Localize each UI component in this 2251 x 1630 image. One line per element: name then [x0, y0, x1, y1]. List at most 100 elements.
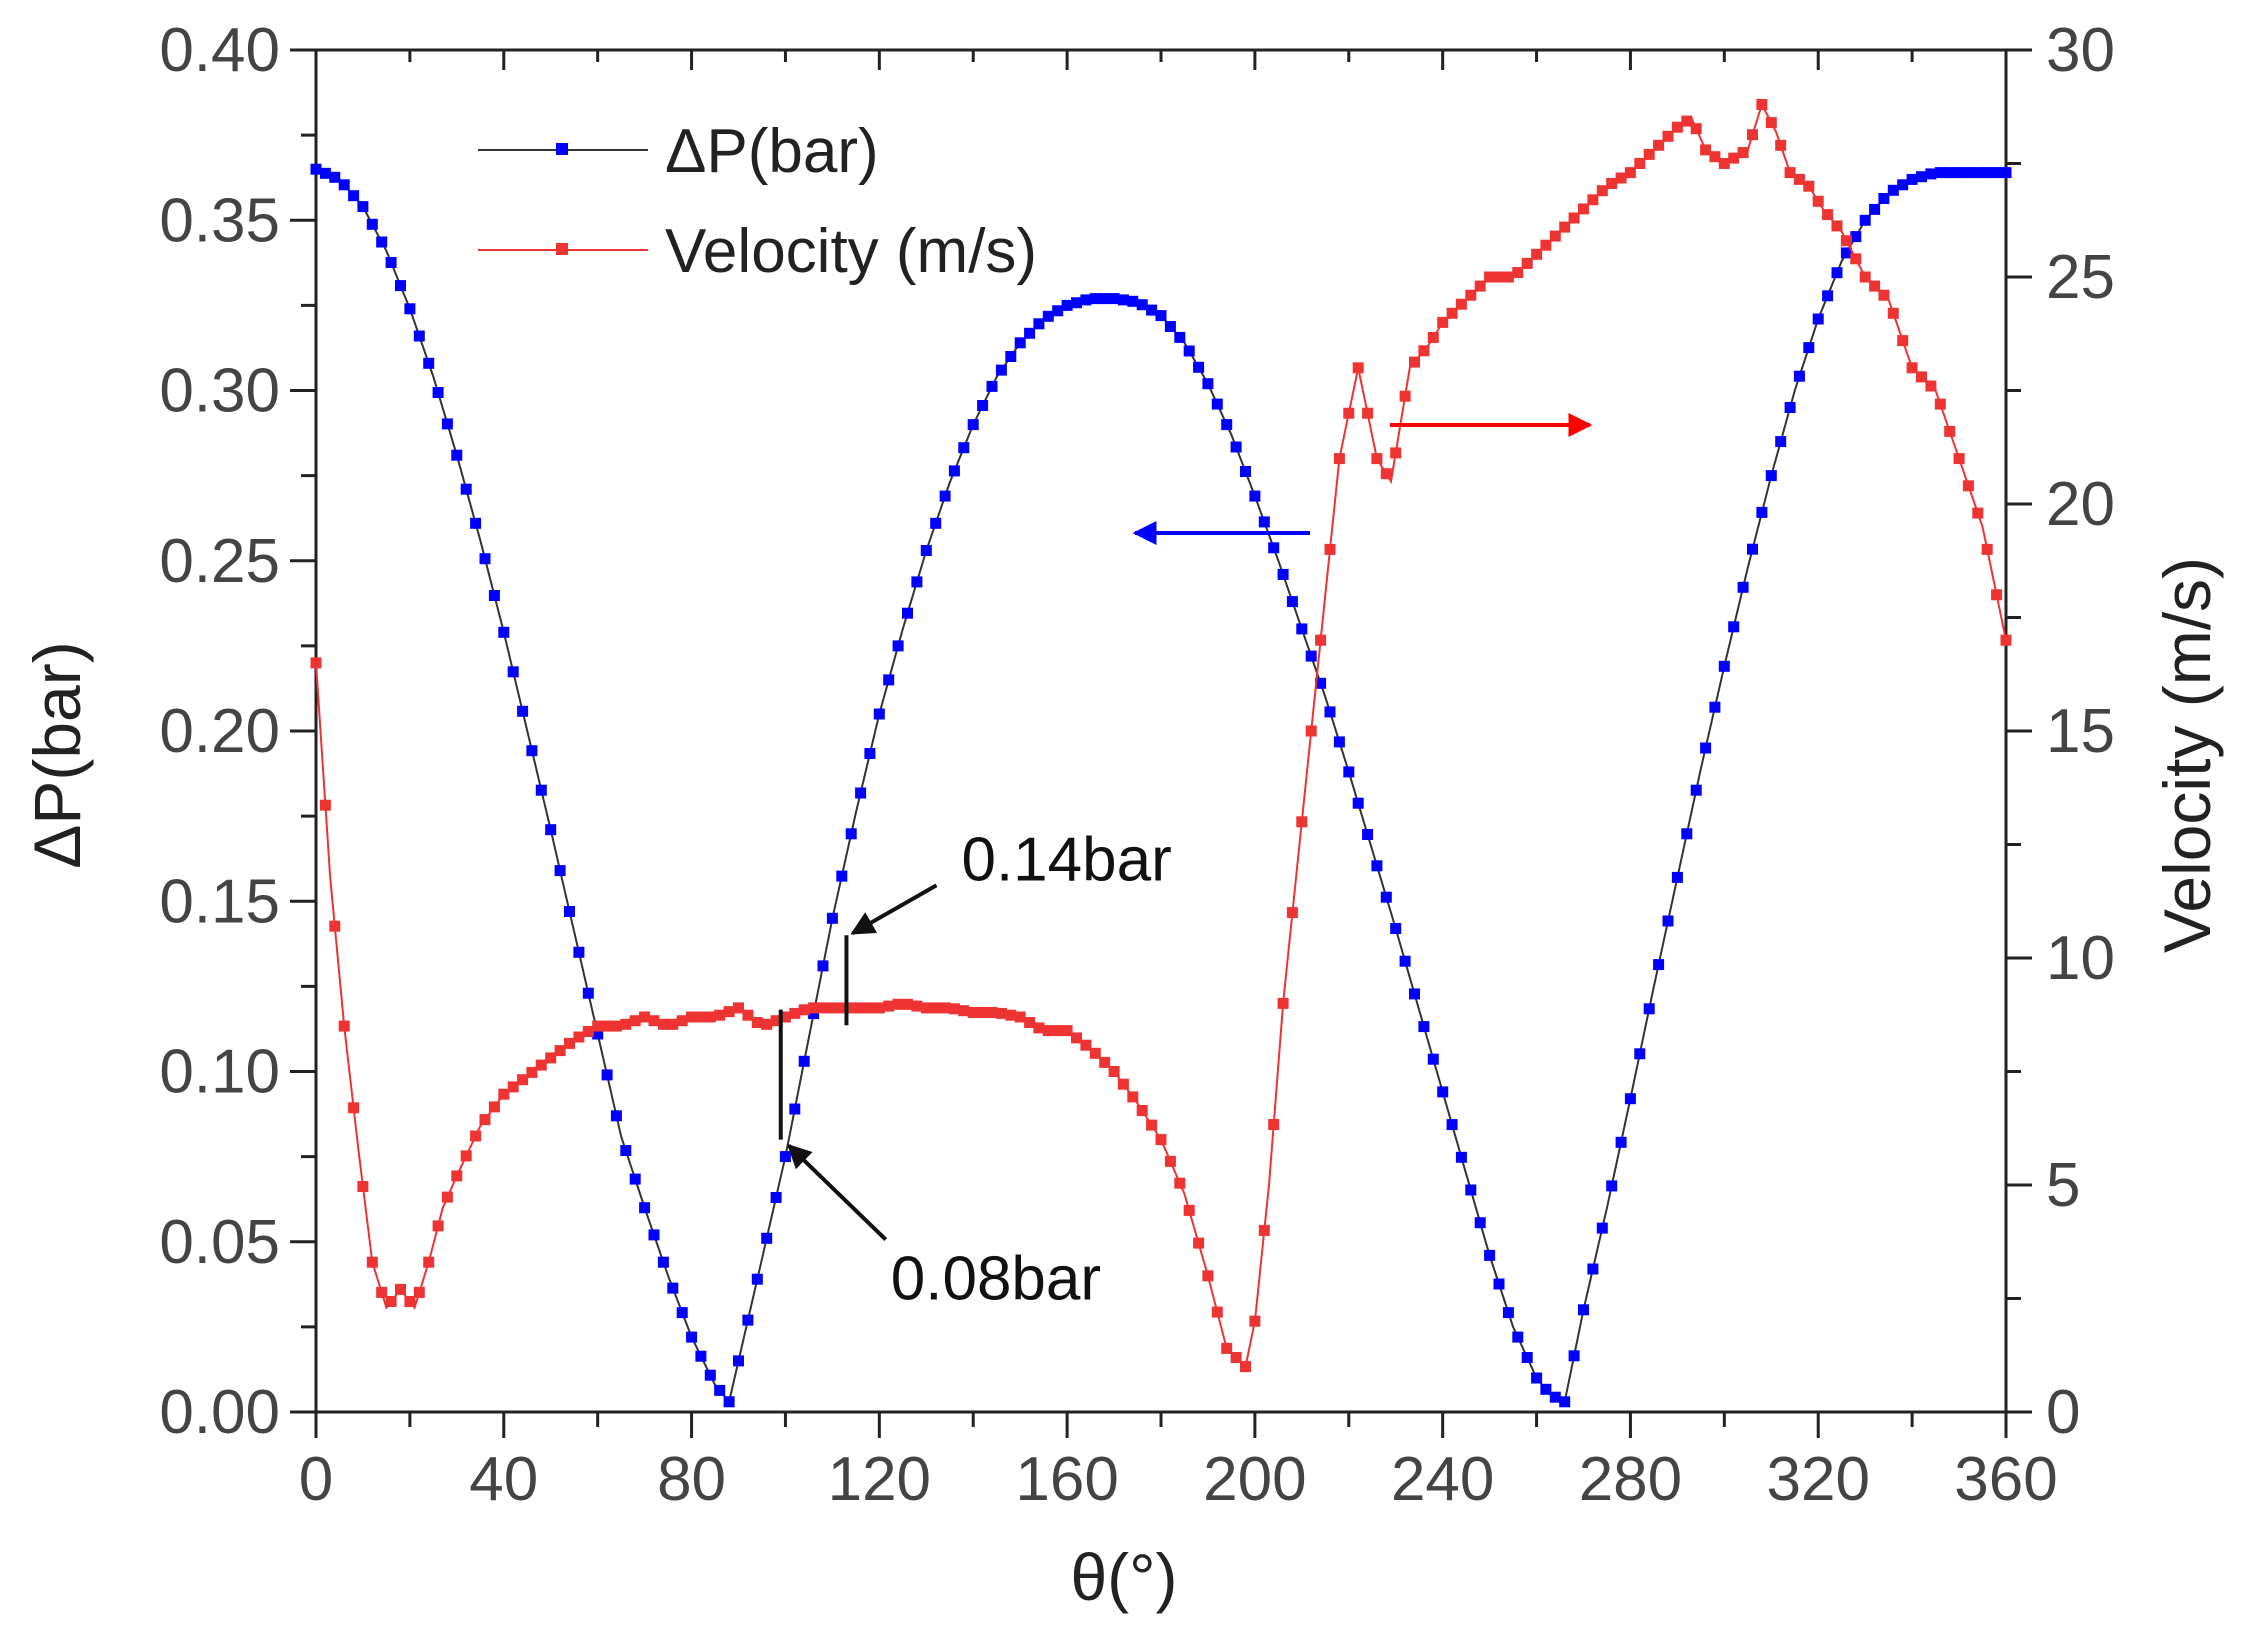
data-point: [826, 912, 838, 924]
right-y-axis-ticks: 0 5 10 15 20 25 30: [2006, 16, 2115, 1447]
data-point: [592, 1028, 604, 1040]
data-point: [1362, 407, 1374, 419]
data-point: [1962, 167, 1974, 179]
data-point: [1155, 1134, 1167, 1146]
data-point: [751, 1273, 763, 1285]
data-point: [1925, 168, 1937, 180]
data-point: [798, 1055, 810, 1067]
data-point: [911, 1000, 923, 1012]
data-point: [733, 1355, 744, 1367]
data-point: [639, 1202, 651, 1214]
data-point: [1671, 871, 1683, 883]
data-point: [1418, 345, 1430, 357]
data-point: [639, 1011, 651, 1023]
data-point: [1606, 1180, 1618, 1192]
data-point: [1502, 1307, 1514, 1319]
data-point: [967, 419, 979, 431]
data-point: [1089, 293, 1101, 305]
data-point: [798, 1004, 810, 1016]
data-point: [939, 490, 951, 502]
data-point: [902, 607, 913, 619]
data-point: [1934, 167, 1946, 179]
data-point: [1559, 1396, 1571, 1408]
data-point: [1615, 172, 1627, 184]
data-point: [864, 748, 876, 759]
data-point: [592, 1020, 604, 1032]
data-point: [441, 418, 453, 430]
data-point: [977, 400, 989, 411]
data-point: [1333, 736, 1345, 748]
data-point: [1596, 1222, 1608, 1234]
data-point: [1437, 1086, 1449, 1098]
data-point: [1728, 621, 1740, 633]
data-point: [1681, 115, 1693, 127]
data-point: [329, 920, 341, 932]
data-point: [967, 1007, 979, 1018]
data-point: [770, 1192, 782, 1203]
data-point: [1202, 378, 1214, 390]
data-point: [1484, 1249, 1496, 1261]
data-point: [1268, 1119, 1280, 1130]
data-point: [470, 1130, 482, 1142]
data-point: [366, 1256, 378, 1268]
data-point: [601, 1069, 613, 1081]
data-point: [789, 1007, 801, 1019]
data-point: [1343, 407, 1355, 419]
data-point: [1747, 543, 1758, 555]
data-point: [704, 1369, 716, 1381]
data-point: [620, 1145, 632, 1156]
right-y-tick-label: 30: [2046, 16, 2115, 85]
data-point: [1230, 1352, 1242, 1363]
data-point: [1455, 1151, 1467, 1163]
data-point: [1869, 203, 1881, 215]
data-point: [423, 1256, 435, 1268]
data-point: [573, 1031, 585, 1043]
series-group: [310, 99, 2012, 1408]
data-point: [1521, 1352, 1533, 1363]
right-y-tick-label: 0: [2046, 1378, 2080, 1447]
data-point: [1164, 321, 1176, 332]
data-point: [1690, 123, 1702, 135]
x-tick-label: 240: [1391, 1445, 1494, 1514]
data-point: [1061, 299, 1073, 311]
data-point: [1333, 453, 1345, 465]
data-point: [920, 1002, 932, 1014]
data-point: [1981, 543, 1993, 555]
data-point: [1953, 167, 1965, 179]
axes: [314, 48, 2008, 1414]
data-point: [1409, 356, 1420, 368]
x-tick-label: 320: [1766, 1445, 1869, 1514]
data-point: [1183, 1204, 1195, 1216]
data-point: [789, 1103, 801, 1115]
data-point: [1643, 148, 1655, 160]
data-point: [1474, 1217, 1486, 1229]
data-point: [1174, 1177, 1186, 1189]
x-tick-label: 200: [1203, 1445, 1306, 1514]
data-point: [1962, 480, 1974, 492]
data-point: [686, 1011, 698, 1023]
data-point: [1812, 313, 1824, 325]
data-point: [1296, 816, 1308, 828]
data-point: [1549, 1391, 1561, 1403]
data-point: [1042, 310, 1054, 322]
data-point: [714, 1009, 726, 1021]
data-point: [1399, 390, 1411, 402]
data-point: [1634, 1048, 1646, 1060]
data-point: [1061, 1025, 1073, 1037]
data-point: [714, 1384, 726, 1396]
data-point: [1005, 351, 1017, 362]
data-point: [1822, 209, 1834, 221]
data-point: [1352, 797, 1364, 809]
legend-label-velocity: Velocity (m/s): [665, 217, 1037, 286]
data-point: [1202, 1270, 1214, 1282]
right-y-tick-label: 25: [2046, 243, 2115, 312]
legend-marker-velocity: [556, 243, 568, 255]
data-point: [826, 1002, 838, 1014]
data-point: [1352, 362, 1364, 374]
data-point: [423, 357, 435, 369]
data-point: [1164, 1155, 1176, 1167]
data-point: [535, 784, 547, 796]
data-point: [1784, 402, 1796, 413]
x-tick-label: 40: [469, 1445, 538, 1514]
